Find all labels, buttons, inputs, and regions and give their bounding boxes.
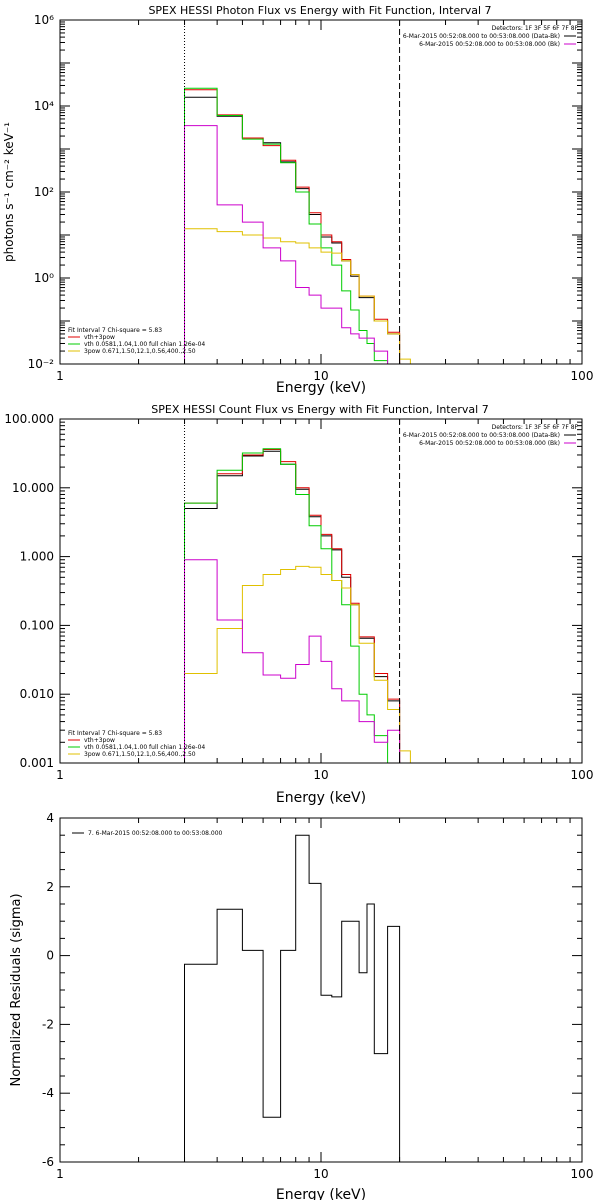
photon-flux-tick-labels: 1 10 100 10⁻² 10⁰ 10² 10⁴ 10⁶ <box>28 13 594 383</box>
photon-flux-range-markers <box>184 20 401 364</box>
photon-flux-legend-bottom-1: vth 0.0581,1.04,1.00 full chian 1.26e-04 <box>68 341 205 348</box>
photon-flux-xlabel: Energy (keV) <box>276 380 366 396</box>
photon-flux-detectors: Detectors: 1F 3F 5F 6F 7F 8F <box>492 25 579 32</box>
count-flux-ticks <box>59 419 582 764</box>
photon-flux-legend-top-0-text: 6-Mar-2015 00:52:08.000 to 00:53:08.000 … <box>403 33 560 40</box>
photon-flux-ytick-label: 10⁰ <box>34 271 54 285</box>
photon-flux-ytick-label: 10² <box>34 185 54 199</box>
count-flux-detectors: Detectors: 1F 3F 5F 6F 7F 8F <box>492 424 579 431</box>
photon-flux-xtick-label: 10 <box>313 369 328 383</box>
residuals-tick-labels: 1 10 100 -6 -4 -2 0 2 4 <box>42 811 593 1181</box>
count-flux-legend-bottom-1: vth 0.0581,1.04,1.00 full chian 1.26e-04 <box>68 744 205 751</box>
residuals-ytick-label: 2 <box>46 880 54 894</box>
photon-flux-series-sum <box>184 125 400 365</box>
residuals-ytick-label: -2 <box>42 1017 54 1031</box>
photon-flux-legend-bottom-0: vth+3pow <box>68 334 115 341</box>
count-flux-title: SPEX HESSI Count Flux vs Energy with Fit… <box>151 403 488 416</box>
photon-flux-legend-bottom-2-text: 3pow 0.671,1.50,12.1,0.56,400.,2.50 <box>84 348 196 355</box>
count-flux-legend-bottom-2-text: 3pow 0.671,1.50,12.1,0.56,400.,2.50 <box>84 751 196 758</box>
residuals-ylabel: Normalized Residuals (sigma) <box>9 893 24 1086</box>
residuals-ytick-label: 0 <box>46 949 54 963</box>
photon-flux-legend-bottom-1-text: vth 0.0581,1.04,1.00 full chian 1.26e-04 <box>84 341 205 348</box>
count-flux-legend-top-1: 6-Mar-2015 00:52:08.000 to 00:53:08.000 … <box>419 440 576 447</box>
count-flux-series-vth <box>184 448 389 763</box>
residuals-legend: 7. 6-Mar-2015 00:52:08.000 to 00:53:08.0… <box>72 830 223 837</box>
photon-flux-ytick-label: 10⁶ <box>34 13 54 27</box>
count-flux-plot-frame <box>59 418 583 764</box>
count-flux-series-bpow <box>184 565 411 763</box>
count-flux-xtick-label: 10 <box>313 768 328 782</box>
photon-flux-ylabel: photons s⁻¹ cm⁻² keV⁻¹ <box>2 122 16 262</box>
photon-flux-series-vth <box>184 87 389 364</box>
count-flux-legend-top-1-text: 6-Mar-2015 00:52:08.000 to 00:53:08.000 … <box>419 440 560 447</box>
photon-flux-title: SPEX HESSI Photon Flux vs Energy with Fi… <box>148 4 491 17</box>
residuals-legend-text: 7. 6-Mar-2015 00:52:08.000 to 00:53:08.0… <box>88 830 223 837</box>
residuals-panel: 1 10 100 -6 -4 -2 0 2 4 Normalized Residuals (si… <box>9 811 593 1200</box>
photon-flux-xtick-label: 100 <box>571 369 594 383</box>
count-flux-fit-header: Fit Interval 7 Chi-square = 5.83 <box>68 730 162 737</box>
count-flux-ytick-label: 0.001 <box>20 756 54 770</box>
photon-flux-panel: SPEX HESSI Photon Flux vs Energy with Fi… <box>2 4 593 396</box>
count-flux-legend-top-0-text: 6-Mar-2015 00:52:08.000 to 00:53:08.000 … <box>403 432 560 439</box>
residuals-xlabel: Energy (keV) <box>276 1187 366 1200</box>
count-flux-panel: SPEX HESSI Count Flux vs Energy with Fit… <box>4 403 593 806</box>
count-flux-legend-bottom-0-text: vth+3pow <box>84 737 115 744</box>
photon-flux-legend-top-0: 6-Mar-2015 00:52:08.000 to 00:53:08.000 … <box>403 33 576 40</box>
count-flux-tick-labels: 1 10 100 0.001 0.010 0.100 1.000 10.000 100.000 <box>4 412 593 782</box>
photon-flux-ytick-label: 10⁴ <box>34 99 54 113</box>
count-flux-ytick-label: 0.100 <box>20 618 54 632</box>
count-flux-range-markers <box>184 419 401 763</box>
residuals-xtick-label: 100 <box>571 1167 594 1181</box>
photon-flux-legend-top-1: 6-Mar-2015 00:52:08.000 to 00:53:08.000 … <box>419 41 576 48</box>
residuals-ytick-label: 4 <box>46 811 54 825</box>
residuals-ytick-label: -6 <box>42 1155 54 1169</box>
count-flux-legend-top-0: 6-Mar-2015 00:52:08.000 to 00:53:08.000 … <box>403 432 576 439</box>
photon-flux-legend-bottom-0-text: vth+3pow <box>84 334 115 341</box>
count-flux-xlabel: Energy (keV) <box>276 790 366 806</box>
photon-flux-ytick-label: 10⁻² <box>28 357 55 371</box>
photon-flux-series <box>184 87 411 365</box>
count-flux-xtick-label: 100 <box>571 768 594 782</box>
residuals-series <box>184 834 401 1162</box>
photon-flux-legend-bottom-2: 3pow 0.671,1.50,12.1,0.56,400.,2.50 <box>68 348 196 355</box>
photon-flux-plot-frame <box>59 19 583 365</box>
residuals-xtick-label: 1 <box>56 1167 64 1181</box>
count-flux-ytick-label: 10.000 <box>12 481 54 495</box>
photon-flux-series-bpow <box>184 228 411 364</box>
photon-flux-fit-header: Fit Interval 7 Chi-square = 5.83 <box>68 327 162 334</box>
count-flux-series-sum <box>184 559 401 763</box>
residuals-series-residuals <box>184 834 401 1162</box>
residuals-ytick-label: -4 <box>42 1086 54 1100</box>
count-flux-legend-bottom-1-text: vth 0.0581,1.04,1.00 full chian 1.26e-04 <box>84 744 205 751</box>
count-flux-legend-bottom-0: vth+3pow <box>68 737 115 744</box>
count-flux-ytick-label: 1.000 <box>20 550 54 564</box>
count-flux-series-fit <box>184 449 401 763</box>
photon-flux-ticks <box>59 20 582 365</box>
count-flux-series <box>184 448 411 763</box>
photon-flux-legend-top-1-text: 6-Mar-2015 00:52:08.000 to 00:53:08.000 … <box>419 41 560 48</box>
residuals-xtick-label: 10 <box>313 1167 328 1181</box>
residuals-ticks <box>59 817 582 1163</box>
count-flux-legend-bottom-2: 3pow 0.671,1.50,12.1,0.56,400.,2.50 <box>68 751 196 758</box>
count-flux-xtick-label: 1 <box>56 768 64 782</box>
photon-flux-xtick-label: 1 <box>56 369 64 383</box>
count-flux-ytick-label: 100.000 <box>4 412 54 426</box>
count-flux-ytick-label: 0.010 <box>20 687 54 701</box>
